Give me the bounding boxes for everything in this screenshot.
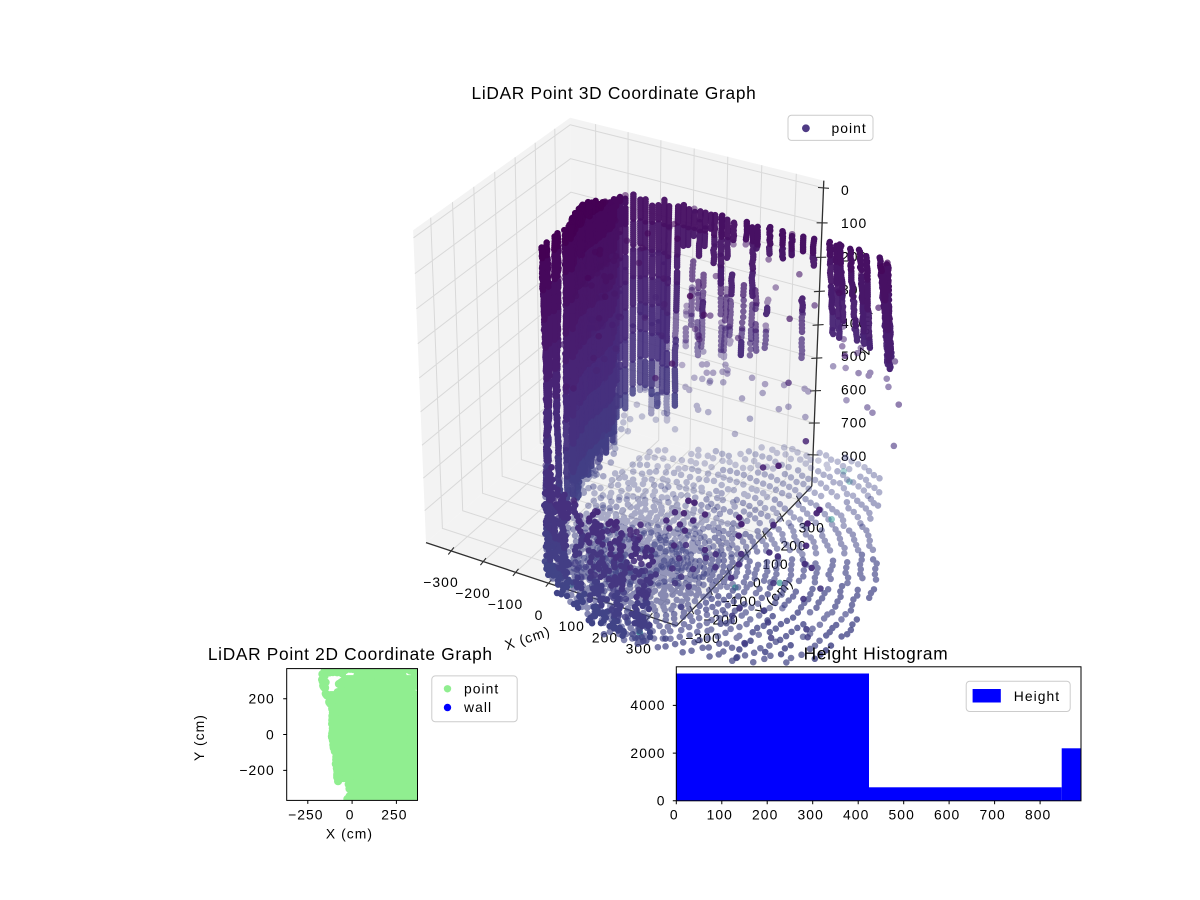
svg-text:700: 700 — [841, 415, 867, 431]
svg-text:600: 600 — [841, 381, 867, 397]
svg-text:Height: Height — [1014, 688, 1060, 704]
svg-text:800: 800 — [841, 448, 867, 464]
svg-text:wall: wall — [463, 699, 492, 715]
svg-text:−200: −200 — [239, 762, 274, 778]
svg-text:200: 200 — [248, 691, 274, 707]
svg-text:0: 0 — [535, 607, 544, 623]
svg-text:100: 100 — [559, 618, 585, 634]
svg-text:300: 300 — [798, 807, 824, 823]
svg-text:200: 200 — [752, 807, 778, 823]
svg-text:LiDAR Point 2D Coordinate Grap: LiDAR Point 2D Coordinate Graph — [208, 644, 493, 664]
svg-text:point: point — [832, 120, 867, 136]
svg-text:LiDAR Point 3D Coordinate Grap: LiDAR Point 3D Coordinate Graph — [472, 83, 757, 103]
svg-text:point: point — [464, 680, 499, 696]
svg-text:−250: −250 — [288, 807, 323, 823]
svg-text:100: 100 — [707, 807, 733, 823]
svg-text:0: 0 — [841, 182, 850, 198]
svg-text:−200: −200 — [455, 585, 490, 601]
svg-text:700: 700 — [979, 807, 1005, 823]
svg-text:0: 0 — [753, 575, 762, 591]
svg-text:0: 0 — [657, 793, 666, 809]
svg-text:Y (cm): Y (cm) — [191, 714, 207, 761]
svg-text:400: 400 — [843, 807, 869, 823]
svg-text:Height Histogram: Height Histogram — [804, 644, 949, 664]
svg-text:300: 300 — [626, 640, 652, 656]
svg-text:X (cm): X (cm) — [326, 826, 373, 842]
svg-text:500: 500 — [889, 807, 915, 823]
svg-text:4000: 4000 — [630, 697, 665, 713]
svg-text:0: 0 — [670, 807, 679, 823]
svg-text:800: 800 — [1025, 807, 1051, 823]
svg-text:0: 0 — [266, 726, 275, 742]
svg-text:−300: −300 — [423, 574, 458, 590]
svg-text:250: 250 — [381, 807, 407, 823]
svg-text:2000: 2000 — [630, 745, 665, 761]
svg-text:0: 0 — [346, 807, 355, 823]
svg-text:−100: −100 — [488, 596, 523, 612]
svg-text:600: 600 — [934, 807, 960, 823]
svg-text:100: 100 — [841, 215, 867, 231]
